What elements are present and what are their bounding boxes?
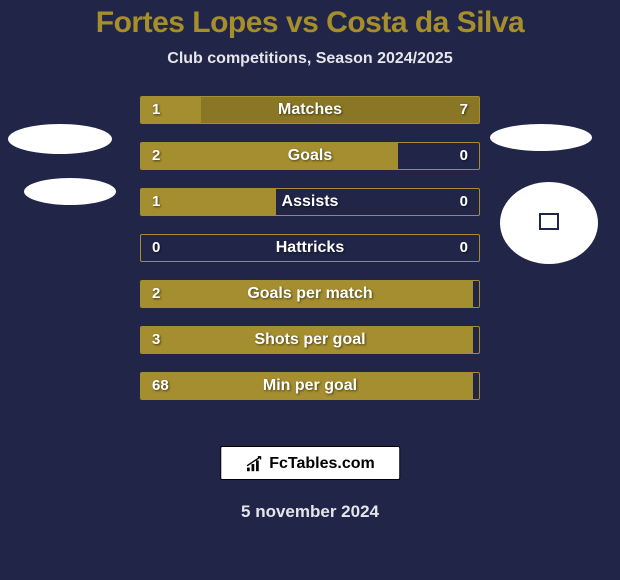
stat-row: 20Goals: [140, 142, 480, 170]
stat-row: 2Goals per match: [140, 280, 480, 308]
page-title: Fortes Lopes vs Costa da Silva: [0, 0, 620, 40]
player-oval-top-left: [8, 124, 112, 154]
player-oval-top-right: [490, 124, 592, 151]
kit-badge-icon: [539, 213, 559, 230]
player-oval-big-right: [500, 182, 598, 264]
stat-row: 3Shots per goal: [140, 326, 480, 354]
stat-label: Assists: [140, 188, 480, 216]
stat-label: Goals: [140, 142, 480, 170]
stat-label: Goals per match: [140, 280, 480, 308]
stat-row: 00Hattricks: [140, 234, 480, 262]
stat-row: 68Min per goal: [140, 372, 480, 400]
player-oval-mid-left: [24, 178, 116, 205]
generated-date: 5 november 2024: [0, 502, 620, 522]
stat-label: Matches: [140, 96, 480, 124]
comparison-card: Fortes Lopes vs Costa da Silva Club comp…: [0, 0, 620, 580]
stats-region: 17Matches 20Goals 10Assists 00Hattricks 2Goa…: [0, 96, 620, 406]
source-badge: FcTables.com: [220, 446, 400, 480]
stat-label: Min per goal: [140, 372, 480, 400]
fctables-icon: [245, 455, 263, 473]
stat-label: Hattricks: [140, 234, 480, 262]
stat-row: 17Matches: [140, 96, 480, 124]
stat-bars: 17Matches 20Goals 10Assists 00Hattricks 2Goa…: [140, 96, 480, 418]
stat-label: Shots per goal: [140, 326, 480, 354]
source-text: FcTables.com: [269, 455, 375, 473]
subtitle: Club competitions, Season 2024/2025: [0, 50, 620, 68]
stat-row: 10Assists: [140, 188, 480, 216]
